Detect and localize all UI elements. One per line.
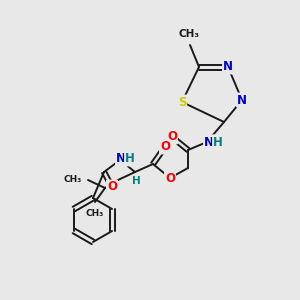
Text: H: H [125,152,135,166]
Text: O: O [160,140,170,154]
Text: H: H [213,136,223,148]
Text: N: N [223,61,233,74]
Text: CH₃: CH₃ [64,176,82,184]
Text: CH₃: CH₃ [86,209,104,218]
Text: N: N [116,152,126,166]
Text: O: O [107,181,117,194]
Text: CH₃: CH₃ [178,29,200,39]
Text: O: O [165,172,175,184]
Text: N: N [204,136,214,148]
Text: N: N [237,94,247,106]
Text: O: O [167,130,177,143]
Text: H: H [132,176,140,186]
Text: S: S [178,95,186,109]
